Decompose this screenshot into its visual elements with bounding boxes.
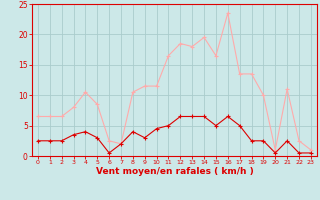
- X-axis label: Vent moyen/en rafales ( km/h ): Vent moyen/en rafales ( km/h ): [96, 167, 253, 176]
